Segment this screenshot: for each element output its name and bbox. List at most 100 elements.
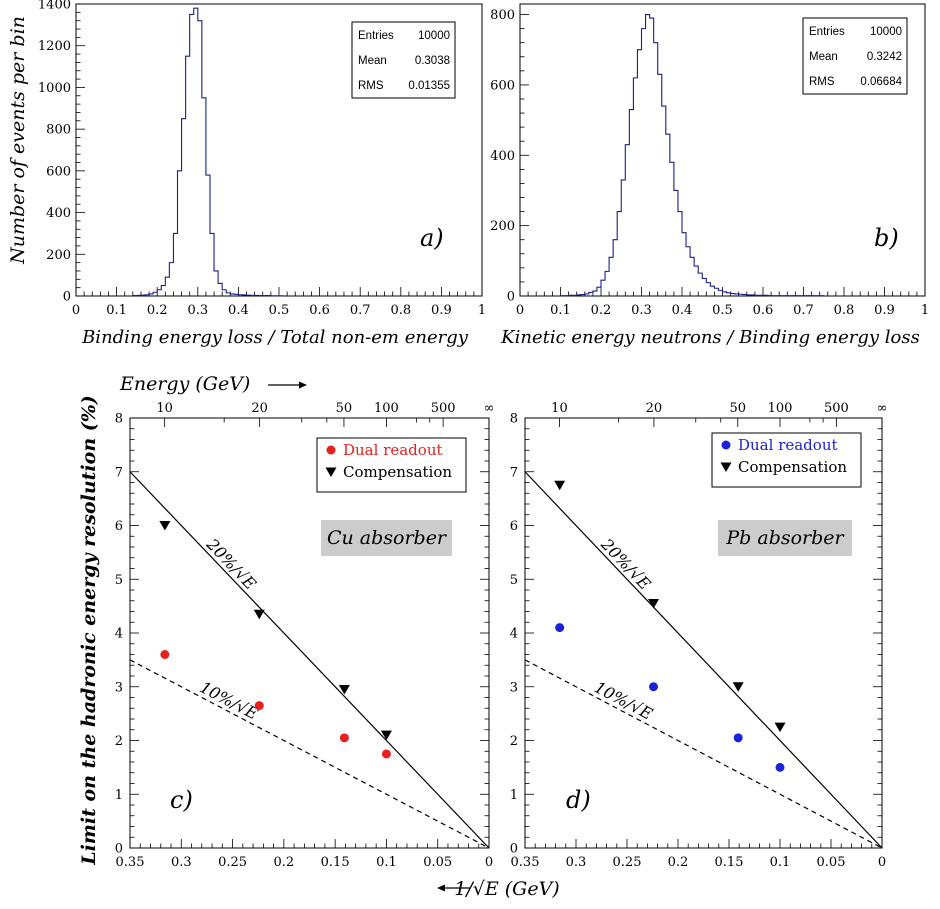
line-label-10: 10%/√E (197, 678, 262, 724)
x-tick-label: 0.35 (511, 855, 540, 870)
x-tick-label: 0.2 (591, 303, 612, 318)
stats-value: 0.06684 (860, 76, 902, 88)
x-tick-label: 0.4 (228, 303, 249, 318)
stats-name: Entries (358, 30, 394, 42)
y-axis-label-histograms: Number of events per bin (7, 16, 29, 265)
marker-dual-readout (160, 650, 170, 659)
y-tick-label: 3 (115, 680, 123, 695)
top-axis-arrowhead (299, 381, 307, 389)
legend-marker (326, 445, 336, 455)
y-tick-label: 0 (510, 842, 518, 857)
x-tick-label: 0.35 (116, 855, 145, 870)
top-tick-label: 500 (431, 401, 456, 416)
top-tick-label: 10 (156, 401, 173, 416)
stats-name: RMS (809, 76, 835, 88)
top-tick-label: 100 (374, 401, 399, 416)
y-tick-label: 5 (510, 573, 518, 588)
y-tick-label: 7 (115, 465, 123, 480)
x-tick-label: 0.5 (269, 303, 290, 318)
y-tick-label: 8 (115, 412, 123, 427)
histogram-series (132, 7, 284, 297)
x-tick-label: 0.5 (712, 303, 733, 318)
y-tick-label: 6 (510, 519, 518, 534)
stats-name: RMS (358, 80, 384, 92)
absorber-box (321, 520, 452, 556)
marker-compensation (380, 730, 392, 741)
x-axis-label: Kinetic energy neutrons / Binding energy… (500, 327, 920, 348)
y-axis-label-resolution: Limit on the hadronic energy resolution … (78, 395, 100, 866)
y-tick-label: 2 (115, 734, 123, 749)
line-20-percent (524, 471, 883, 849)
panel-c: 0.35 0.3 0.25 0.2 0.15 0.1 0.05 0 0 1 2 3 4 5 6 7 8 10 20 5… (115, 373, 495, 870)
y-tick-label: 1000 (38, 81, 71, 96)
top-tick-label: 20 (646, 401, 663, 416)
y-tick-label: 3 (510, 680, 518, 695)
bottom-arrow (437, 884, 470, 892)
x-tick-label: 0.2 (147, 303, 168, 318)
x-tick-label: 0.7 (350, 303, 371, 318)
top-tick-label: ∞ (877, 401, 888, 416)
y-tick-label: 1 (510, 788, 518, 803)
x-tick-label: 0.7 (793, 303, 814, 318)
x-tick-label: 0.1 (106, 303, 127, 318)
panel-d: 0.35 0.3 0.25 0.2 0.15 0.1 0.05 0 0 1 2 3 4 5 6 7 8 10 20 5… (510, 401, 888, 870)
x-tick-label: 0.05 (423, 855, 452, 870)
y-tick-label: 1200 (38, 39, 71, 54)
line-label-10: 10%/√E (591, 677, 656, 723)
x-tick-label: 0.1 (770, 855, 791, 870)
stats-name: Entries (809, 26, 845, 38)
panel-label: c) (170, 786, 193, 814)
line-label-20: 20%/√E (202, 534, 260, 594)
x-tick-label: 0 (516, 303, 524, 318)
x-tick-label: 0.4 (672, 303, 693, 318)
stats-value: 10000 (870, 26, 902, 38)
legend-label: Compensation (738, 458, 847, 476)
line-20-percent (129, 471, 490, 849)
x-tick-label: 0 (485, 855, 493, 870)
panel-label: d) (566, 786, 591, 814)
marker-compensation (648, 598, 660, 609)
y-tick-label: 8 (510, 412, 518, 427)
y-tick-label: 4 (115, 627, 123, 642)
stats-value: 10000 (418, 30, 450, 42)
y-tick-label: 0 (63, 290, 71, 305)
x-tick-label: 0.05 (817, 855, 846, 870)
legend-label: Dual readout (738, 436, 838, 454)
top-tick-label: 500 (824, 401, 849, 416)
stats-box (802, 17, 908, 95)
x-tick-label: 0.3 (631, 303, 652, 318)
panel-b: 0 0.1 0.2 0.3 0.4 0.5 0.6 0.7 0.8 0.9 1 0 200 400 600 8… (490, 3, 929, 348)
x-tick-label: 0.9 (431, 303, 452, 318)
y-tick-label: 400 (490, 149, 515, 164)
marker-dual-readout (381, 749, 391, 759)
y-tick-label: 800 (46, 123, 71, 138)
stats-name: Mean (358, 55, 387, 67)
y-tick-label: 5 (115, 573, 123, 588)
marker-compensation (774, 722, 786, 733)
x-tick-label: 0.25 (613, 855, 642, 870)
stats-name: Mean (809, 51, 838, 63)
x-tick-label: 1 (478, 303, 486, 318)
x-tick-label: 0 (878, 855, 886, 870)
top-tick-label: 100 (768, 401, 793, 416)
y-tick-label: 600 (490, 78, 515, 93)
x-tick-label: 1 (921, 303, 929, 318)
y-tick-label: 800 (490, 8, 515, 23)
legend-marker (721, 440, 731, 450)
marker-compensation (159, 521, 171, 531)
y-tick-label: 2 (510, 734, 518, 749)
top-tick-label: ∞ (484, 401, 495, 416)
top-tick-label: 10 (551, 401, 568, 416)
marker-compensation (253, 609, 265, 620)
absorber-label: Cu absorber (327, 527, 448, 549)
x-tick-label: 0.15 (715, 855, 744, 870)
x-tick-label: 0.6 (309, 303, 330, 318)
y-tick-label: 200 (46, 248, 71, 263)
legend-box (316, 437, 467, 493)
line-label-20: 20%/√E (597, 534, 655, 594)
legend-label: Compensation (343, 463, 452, 481)
panel-label: b) (874, 224, 899, 252)
stats-value: 0.3242 (867, 51, 902, 63)
marker-compensation (732, 682, 744, 692)
